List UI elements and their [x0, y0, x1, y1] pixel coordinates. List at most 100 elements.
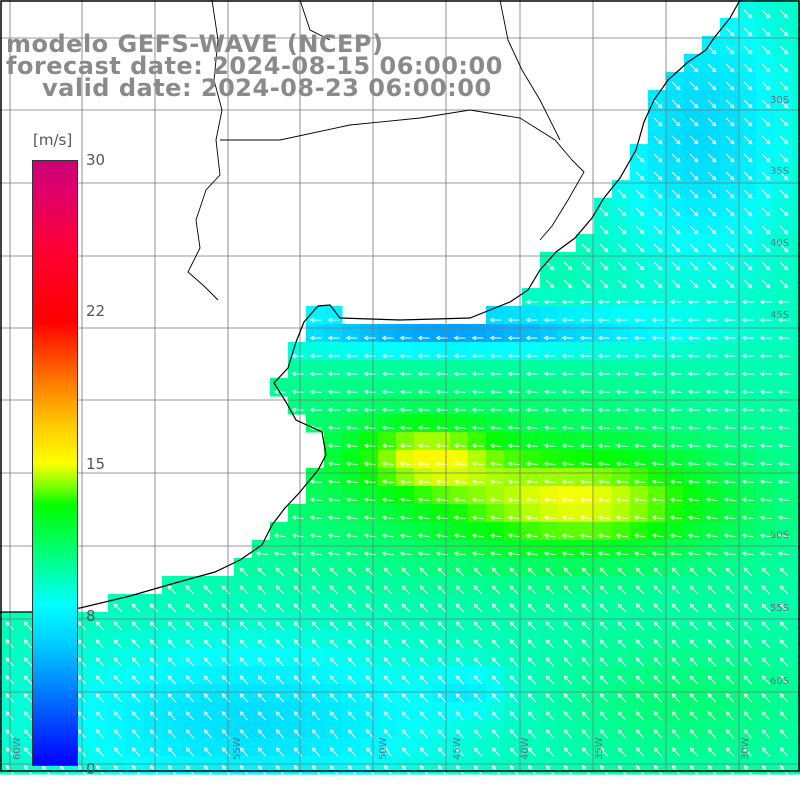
- field-cell: [666, 252, 685, 271]
- field-cell: [738, 162, 757, 181]
- wind-arrow: [473, 639, 483, 649]
- wind-arrow: [669, 317, 682, 323]
- wind-arrow: [329, 657, 339, 667]
- field-cell: [288, 360, 307, 379]
- field-cell: [216, 702, 235, 721]
- wind-arrow: [471, 461, 484, 467]
- field-cell: [360, 360, 379, 379]
- field-cell: [720, 288, 739, 307]
- wind-arrow: [561, 533, 574, 538]
- field-cell: [324, 666, 343, 685]
- wind-arrow: [687, 353, 700, 359]
- wind-arrow: [363, 515, 376, 521]
- wind-arrow: [635, 657, 645, 667]
- wind-arrow: [743, 81, 753, 91]
- field-cell: [468, 666, 487, 685]
- field-cell: [774, 288, 793, 307]
- wind-arrow: [653, 99, 663, 109]
- wind-arrow: [689, 63, 699, 73]
- wind-arrow: [759, 533, 772, 538]
- wind-arrow: [327, 335, 340, 341]
- field-cell: [738, 324, 757, 343]
- field-cell: [738, 54, 757, 73]
- field-cell: [216, 720, 235, 739]
- field-cell: [792, 324, 800, 343]
- field-cell: [684, 450, 703, 469]
- wind-arrow: [327, 497, 340, 503]
- wind-arrow: [239, 567, 249, 577]
- wind-arrow: [383, 747, 392, 757]
- wind-arrow: [489, 389, 502, 395]
- wind-arrow: [525, 479, 538, 485]
- field-cell: [774, 324, 793, 343]
- field-cell: [342, 666, 361, 685]
- field-cell: [504, 594, 523, 613]
- field-cell: [306, 702, 325, 721]
- field-cell: [216, 630, 235, 649]
- field-cell: [792, 558, 800, 577]
- wind-arrow: [329, 729, 338, 739]
- wind-arrow: [779, 693, 789, 703]
- wind-arrow: [671, 81, 681, 91]
- field-cell: [522, 666, 541, 685]
- field-cell: [774, 486, 793, 505]
- wind-arrow: [489, 497, 502, 503]
- wind-arrow: [579, 407, 592, 413]
- field-cell: [666, 450, 685, 469]
- field-cell: [288, 522, 307, 541]
- wind-arrow: [687, 389, 700, 395]
- wind-arrow: [509, 693, 519, 703]
- field-cell: [702, 522, 721, 541]
- wind-arrow: [743, 207, 753, 217]
- field-cell: [252, 594, 271, 613]
- wind-arrow: [599, 711, 608, 721]
- field-cell: [468, 450, 487, 469]
- field-cell: [216, 756, 235, 775]
- wind-arrow: [653, 675, 663, 685]
- wind-arrow: [615, 335, 628, 341]
- field-cell: [666, 180, 685, 199]
- wind-arrow: [651, 533, 664, 538]
- valid-date: valid date: 2024-08-23 06:00:00: [42, 74, 492, 102]
- wind-arrow: [257, 693, 267, 703]
- field-cell: [756, 576, 775, 595]
- colorbar-tick-8: 8: [86, 607, 96, 625]
- wind-arrow: [561, 479, 574, 485]
- field-cell: [648, 324, 667, 343]
- field-cell: [144, 684, 163, 703]
- field-cell: [774, 162, 793, 181]
- wind-arrow: [689, 135, 699, 145]
- field-cell: [414, 378, 433, 397]
- wind-arrow: [579, 479, 592, 485]
- lat-label: 55S: [770, 603, 790, 614]
- field-cell: [630, 648, 649, 667]
- field-cell: [792, 252, 800, 271]
- field-cell: [450, 594, 469, 613]
- field-cell: [792, 216, 800, 235]
- field-cell: [648, 414, 667, 433]
- wind-arrow: [633, 497, 646, 503]
- field-cell: [576, 666, 595, 685]
- field-cell: [720, 144, 739, 163]
- wind-arrow: [779, 9, 789, 19]
- field-cell: [468, 738, 487, 757]
- field-cell: [594, 738, 613, 757]
- field-cell: [684, 342, 703, 361]
- wind-arrow: [761, 9, 771, 19]
- field-cell: [774, 0, 793, 19]
- wind-arrow: [671, 261, 681, 271]
- wind-arrow: [743, 567, 753, 577]
- field-cell: [792, 720, 800, 739]
- field-cell: [684, 522, 703, 541]
- wind-arrow: [725, 279, 735, 289]
- wind-arrow: [471, 533, 484, 538]
- field-cell: [756, 162, 775, 181]
- wind-arrow: [671, 693, 681, 703]
- wind-arrow: [543, 551, 556, 556]
- field-cell: [594, 756, 613, 775]
- border-line: [499, 0, 561, 141]
- wind-arrow: [347, 693, 357, 703]
- field-cell: [576, 612, 595, 631]
- wind-arrow: [561, 443, 574, 449]
- wind-arrow: [311, 657, 321, 667]
